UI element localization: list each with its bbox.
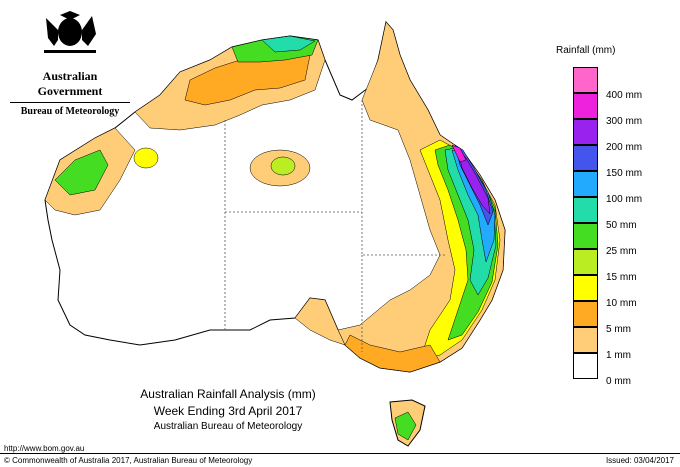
- legend-label: 150 mm: [606, 168, 643, 179]
- legend-swatch: [573, 249, 598, 275]
- legend-swatch: [573, 353, 598, 379]
- legend-swatch: [573, 67, 598, 93]
- rain-zone-kimberley-25mm: [54, 149, 109, 196]
- legend-swatch: [573, 301, 598, 327]
- rain-zone-southeast-10mm: [344, 334, 441, 373]
- map-caption: Australian Rainfall Analysis (mm) Week E…: [118, 387, 338, 432]
- legend-label: 100 mm: [606, 194, 643, 205]
- header-divider: [10, 102, 130, 103]
- government-header: Australian Government Bureau of Meteorol…: [10, 10, 130, 117]
- government-name: Australian Government: [37, 69, 103, 98]
- legend-label: 400 mm: [606, 90, 643, 101]
- copyright-notice: © Commonwealth of Australia 2017, Austra…: [4, 456, 253, 465]
- rain-zone-central-15mm: [270, 156, 296, 176]
- legend-label: 200 mm: [606, 142, 643, 153]
- legend-swatch: [573, 93, 598, 119]
- caption-period: Week Ending 3rd April 2017: [153, 404, 303, 418]
- bureau-name: Bureau of Meteorology: [20, 106, 120, 117]
- rain-zone-kimberley-10mm: [133, 147, 159, 169]
- legend-swatch: [573, 171, 598, 197]
- legend-label: 15 mm: [606, 272, 637, 283]
- legend-label: 5 mm: [606, 324, 631, 335]
- legend-swatch: [573, 327, 598, 353]
- caption-title: Australian Rainfall Analysis (mm): [140, 387, 316, 401]
- bom-url-link[interactable]: http://www.bom.gov.au: [4, 444, 85, 453]
- caption-source: Australian Bureau of Meteorology: [153, 421, 303, 432]
- rain-zone-north-50mm: [261, 35, 316, 53]
- rain-zone-east-200mm: [457, 149, 491, 215]
- rain-zone-east-300mm: [451, 144, 467, 163]
- footer-divider: [0, 453, 680, 454]
- legend-swatch: [573, 119, 598, 145]
- legend-label: 10 mm: [606, 298, 637, 309]
- legend-label: 300 mm: [606, 116, 643, 127]
- legend-title: Rainfall (mm): [556, 45, 616, 56]
- legend-swatch: [573, 223, 598, 249]
- legend-swatch: [573, 145, 598, 171]
- rain-zone-south-1mm: [294, 297, 346, 346]
- legend-swatch: [573, 275, 598, 301]
- legend-label: 0 mm: [606, 376, 631, 387]
- legend-label: 1 mm: [606, 350, 631, 361]
- tasmania-25mm: [394, 411, 417, 441]
- coat-of-arms-icon: [44, 11, 96, 53]
- legend-label: 25 mm: [606, 246, 637, 257]
- issued-date: Issued: 03/04/2017: [605, 456, 674, 465]
- legend-swatch: [573, 197, 598, 223]
- legend-label: 50 mm: [606, 220, 637, 231]
